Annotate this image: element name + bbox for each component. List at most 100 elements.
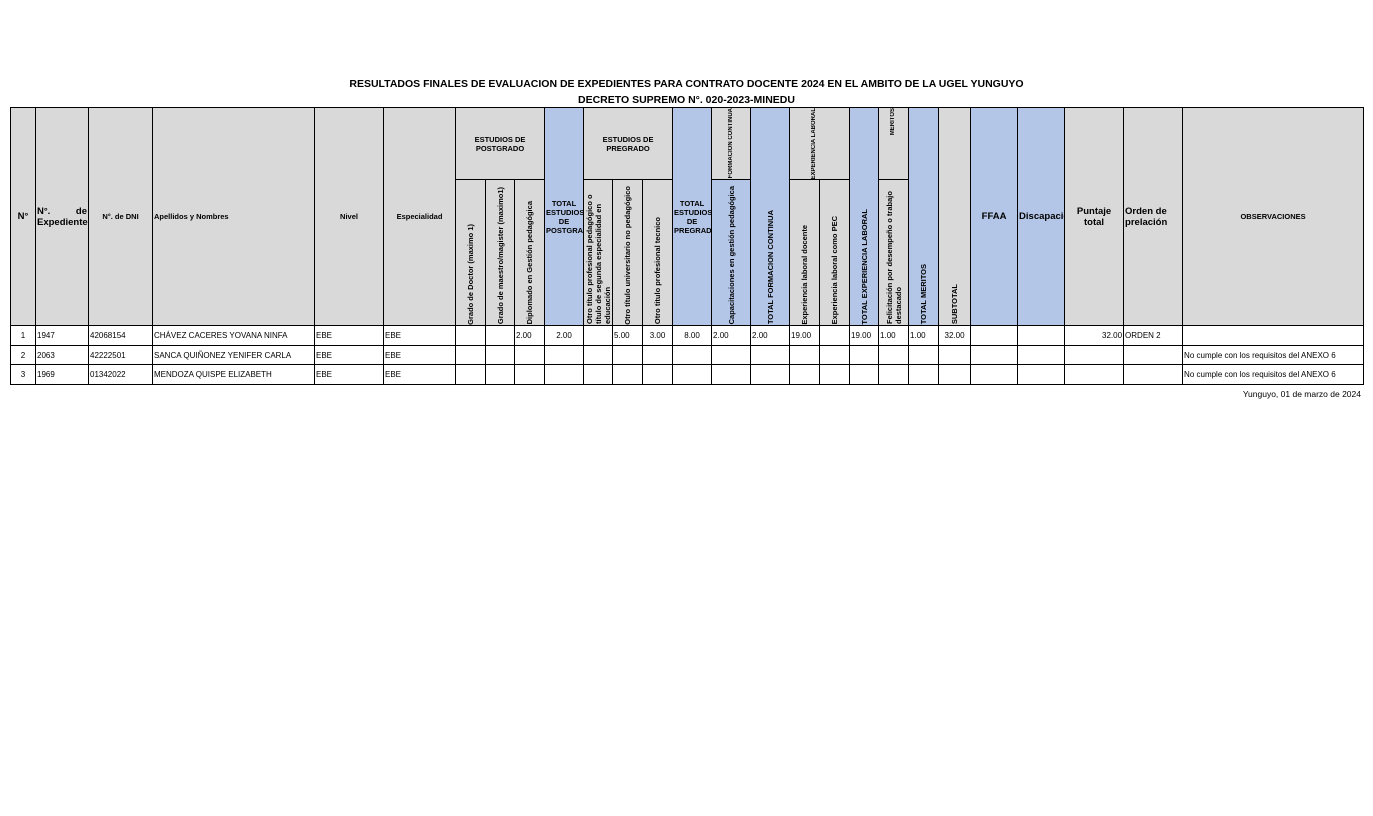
col-header: Discapacidad (1017, 106, 1066, 327)
cell (642, 344, 674, 366)
group-header: EXPERIENCIA LABORAL (789, 106, 851, 181)
col-header: Especialidad (383, 106, 456, 327)
results-table: N° N°. de Expediente N°. de DNI Apellido… (10, 106, 1365, 385)
group-header: FORMACION CONTINUA (711, 106, 752, 181)
cell (612, 364, 644, 385)
table-body: 1 1947 42068154 CHÁVEZ CACERES YOVANA NINFA… (10, 325, 1365, 385)
cell (583, 325, 614, 346)
header-row: N° N°. de Expediente N°. de DNI Apellido… (10, 106, 1365, 327)
group-header: MERITOS (878, 106, 910, 181)
cell: 5.00 (612, 325, 644, 346)
cell: 2.00 (513, 325, 546, 346)
col-header: Nivel (314, 106, 384, 327)
cell: ORDEN 2 (1123, 325, 1184, 346)
cell: 1 (10, 325, 36, 346)
cell (485, 364, 515, 385)
cell (1123, 344, 1184, 366)
cell (513, 364, 546, 385)
cell: 3.00 (642, 325, 674, 346)
col-header: SUBTOTAL (938, 106, 972, 327)
cell (1017, 364, 1066, 385)
cell (544, 364, 585, 385)
title: RESULTADOS FINALES DE EVALUACION DE EXPE… (349, 78, 1024, 90)
group-header: ESTUDIOS DE POSTGRADO (454, 106, 546, 181)
col-header-text: Felicitación por desempeño o trabajo des… (884, 191, 903, 325)
cell: 2063 (35, 344, 89, 366)
cell (819, 325, 851, 346)
cell (849, 364, 880, 385)
col-header-text: Otro titulo profesional tecnico (653, 217, 663, 325)
cell: 3 (10, 364, 36, 385)
cell: No cumple con los requisitos del ANEXO 6 (1182, 364, 1365, 385)
col-header: Experiencia laboral docente (789, 179, 821, 327)
cell: 2.00 (750, 325, 791, 346)
cell: 19.00 (849, 325, 880, 346)
cell (789, 364, 821, 385)
cell: 1947 (35, 325, 89, 346)
col-header-text: TOTAL MERITOS (919, 264, 929, 325)
cell: 2.00 (544, 325, 585, 346)
cell: CHÁVEZ CACERES YOVANA NINFA (152, 325, 315, 346)
cell (849, 344, 880, 366)
cell: 1969 (35, 364, 89, 385)
col-header: Puntaje total (1064, 106, 1125, 327)
cell: EBE (383, 344, 456, 366)
cell: 42222501 (88, 344, 153, 366)
col-header-text: Grado de Doctor (maximo 1) (466, 223, 475, 325)
col-header-text: TOTAL FORMACION CONTINUA (765, 210, 775, 325)
col-header: N°. de Expediente (35, 106, 89, 327)
cell: EBE (314, 344, 384, 366)
col-header: N° (10, 106, 36, 327)
cell: SANCA QUIÑONEZ YENIFER CARLA (152, 344, 315, 366)
cell (1182, 325, 1365, 346)
cell (878, 364, 910, 385)
data-row: 3 1969 01342022 MENDOZA QUISPE ELIZABETH EBE… (10, 364, 1365, 385)
col-header: N°. de DNI (88, 106, 153, 327)
cell (642, 364, 674, 385)
data-row: 1 1947 42068154 CHÁVEZ CACERES YOVANA NINFA… (10, 325, 1365, 346)
cell (455, 364, 486, 385)
col-header: TOTAL EXPERIENCIA LABORAL (849, 106, 880, 327)
cell: MENDOZA QUISPE ELIZABETH (152, 364, 315, 385)
cell (908, 364, 940, 385)
cell (908, 344, 940, 366)
cell: 01342022 (88, 364, 153, 385)
place-date: Yunguyo, 01 de marzo de 2024 (1242, 389, 1361, 399)
col-header-text: Grado de maestro/magister (maximo1) (495, 187, 505, 325)
cell: No cumple con los requisitos del ANEXO 6 (1182, 344, 1365, 366)
cell: 8.00 (672, 325, 713, 346)
col-header: Felicitación por desempeño o trabajo des… (878, 179, 910, 327)
col-header: TOTAL FORMACION CONTINUA (750, 106, 791, 327)
col-header-text: SUBTOTAL (950, 284, 960, 325)
cell (612, 344, 644, 366)
col-header: Apellidos y Nombres (152, 106, 315, 327)
col-header: OBSERVACIONES (1182, 106, 1365, 327)
cell (1017, 344, 1066, 366)
cell: EBE (383, 325, 456, 346)
subtitle: DECRETO SUPREMO N°. 020-2023-MINEDU (578, 94, 795, 106)
header-row: Grado de Doctor (maximo 1) Grado de maes… (11, 179, 1364, 327)
cell (711, 364, 752, 385)
col-header: Otro titulo profesional tecnico (642, 179, 674, 327)
cell: 1.00 (878, 325, 910, 346)
group-header-text: MERITOS (890, 108, 897, 136)
col-header: Orden de prelación (1123, 106, 1184, 327)
col-header-text: Capacitaciones en gestión pedagógica (726, 186, 736, 325)
col-header: Experiencia laboral como PEC (819, 179, 851, 327)
cell (1064, 364, 1125, 385)
cell: 42068154 (88, 325, 153, 346)
cell (938, 344, 972, 366)
cell (970, 364, 1019, 385)
cell (513, 344, 546, 366)
col-header-text: Experiencia laboral docente (800, 224, 810, 325)
col-header: TOTAL ESTUDIOS DE PREGRADO (672, 106, 713, 327)
cell (819, 344, 851, 366)
cell: 1.00 (908, 325, 940, 346)
cell: EBE (314, 364, 384, 385)
col-header-text: TOTAL EXPERIENCIA LABORAL (859, 208, 869, 325)
cell (1017, 325, 1066, 346)
data-row: 2 2063 42222501 SANCA QUIÑONEZ YENIFER CARL… (10, 344, 1365, 366)
col-header-text: Diplomado en Gestión pedagógica (525, 201, 534, 325)
col-header-text: Experiencia laboral como PEC (830, 216, 840, 325)
